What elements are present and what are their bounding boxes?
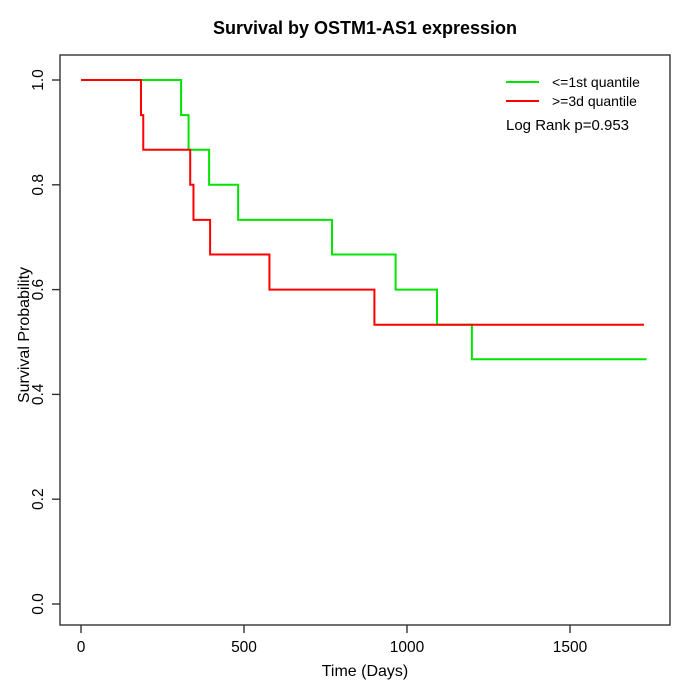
chart-title: Survival by OSTM1-AS1 expression: [212, 18, 518, 38]
y-axis-label: Survival Probability: [16, 266, 33, 404]
y-tick-label: 0.6: [30, 279, 47, 301]
x-axis-label: Time (Days): [321, 663, 409, 680]
legend-line-swatch-green: [506, 80, 539, 83]
y-tick-label: 0.2: [30, 488, 47, 510]
legend-line-swatch-red: [506, 99, 539, 102]
y-tick-label: 0.4: [30, 383, 47, 405]
legend-item-first-quantile: <=1st quantile: [506, 72, 640, 91]
legend: <=1st quantile >=3d quantile Log Rank p=…: [506, 72, 640, 134]
survival-curve-third-quantile: [81, 79, 645, 326]
x-tick-label: 1000: [390, 639, 425, 656]
legend-label-third-quantile: >=3d quantile: [552, 92, 637, 109]
y-tick-label: 1.0: [30, 69, 47, 91]
legend-item-third-quantile: >=3d quantile: [506, 91, 640, 110]
survival-curves: [81, 79, 647, 361]
plot-border: [59, 54, 671, 626]
x-tick-label: 0: [77, 639, 86, 656]
log-rank-pvalue: Log Rank p=0.953: [506, 117, 630, 134]
y-tick-label: 0.8: [30, 174, 47, 196]
x-tick-label: 1500: [553, 639, 588, 656]
y-tick-label: 0.0: [30, 593, 47, 615]
x-tick-label: 500: [231, 639, 257, 656]
legend-label-first-quantile: <=1st quantile: [552, 73, 640, 90]
axis-ticks: 0 500 1000 1500 0.0 0.2 0.4 0.6 0.8 1.0: [30, 69, 588, 656]
